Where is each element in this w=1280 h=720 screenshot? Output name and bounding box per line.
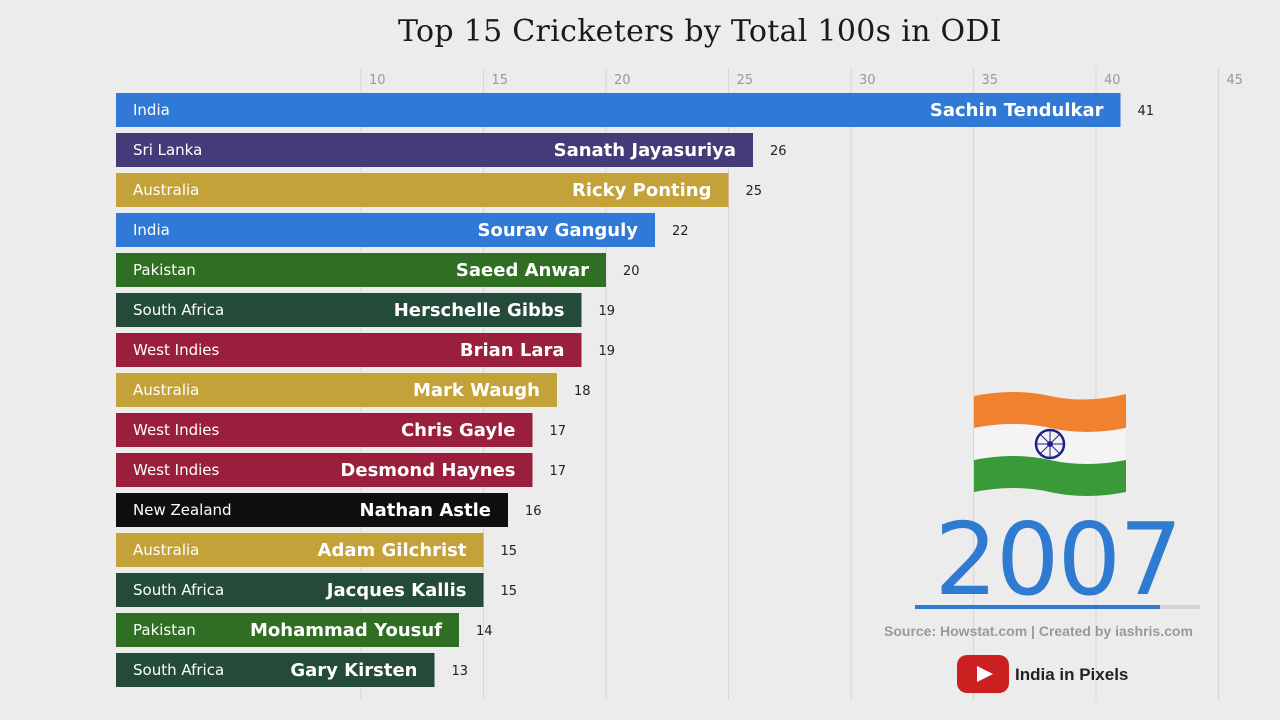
x-tick-label: 45 <box>1227 73 1244 88</box>
bar <box>116 293 582 327</box>
bar-country-label: South Africa <box>133 661 224 679</box>
bar-value-label: 19 <box>599 344 616 359</box>
x-tick-label: 20 <box>614 73 631 88</box>
bar-country-label: Pakistan <box>133 621 196 639</box>
bar-player-name: Gary Kirsten <box>290 660 417 681</box>
bar-player-name: Adam Gilchrist <box>318 540 467 561</box>
bar-value-label: 26 <box>770 144 787 159</box>
x-tick-label: 10 <box>369 73 386 88</box>
bar-value-label: 18 <box>574 384 591 399</box>
bar <box>116 573 484 607</box>
bar-country-label: West Indies <box>133 421 219 439</box>
bar <box>116 253 606 287</box>
bar-country-label: South Africa <box>133 581 224 599</box>
bar-player-name: Sanath Jayasuriya <box>554 140 736 161</box>
bar-value-label: 13 <box>452 664 469 679</box>
bar-country-label: Australia <box>133 541 199 559</box>
year-label: 2007 <box>934 501 1183 618</box>
bar-player-name: Chris Gayle <box>401 420 516 441</box>
bar <box>116 413 533 447</box>
bar <box>116 533 484 567</box>
bar-country-label: Australia <box>133 381 199 399</box>
bar-country-label: India <box>133 101 170 119</box>
bar-player-name: Mark Waugh <box>413 380 540 401</box>
bar-value-label: 15 <box>501 544 518 559</box>
india-flag-icon <box>974 392 1126 496</box>
bar-value-label: 25 <box>746 184 763 199</box>
bar-country-label: South Africa <box>133 301 224 319</box>
bar-value-label: 16 <box>525 504 542 519</box>
x-tick-label: 30 <box>859 73 876 88</box>
bar-value-label: 17 <box>550 464 567 479</box>
bar-country-label: West Indies <box>133 341 219 359</box>
bar-player-name: Mohammad Yousuf <box>250 620 442 641</box>
bar-value-label: 14 <box>476 624 493 639</box>
bar-player-name: Sachin Tendulkar <box>930 100 1104 121</box>
bar-player-name: Sourav Ganguly <box>477 220 638 241</box>
bar-value-label: 20 <box>623 264 640 279</box>
bar <box>116 133 753 167</box>
bar-value-label: 41 <box>1138 104 1155 119</box>
bar <box>116 373 557 407</box>
bar <box>116 93 1121 127</box>
bar <box>116 173 729 207</box>
source-credit: Source: Howstat.com | Created by iashris… <box>884 623 1193 639</box>
bar-country-label: India <box>133 221 170 239</box>
bar-player-name: Saeed Anwar <box>456 260 589 281</box>
bar <box>116 613 459 647</box>
youtube-icon <box>957 655 1009 693</box>
bar-country-label: New Zealand <box>133 501 232 519</box>
timeline-progress-fill <box>915 605 1161 609</box>
x-tick-label: 35 <box>982 73 999 88</box>
bar-country-label: West Indies <box>133 461 219 479</box>
bar-country-label: Australia <box>133 181 199 199</box>
bar-player-name: Desmond Haynes <box>340 460 515 481</box>
bar-player-name: Herschelle Gibbs <box>394 300 565 321</box>
bar-value-label: 15 <box>501 584 518 599</box>
bar <box>116 333 582 367</box>
bar-value-label: 19 <box>599 304 616 319</box>
bar-player-name: Nathan Astle <box>360 500 491 521</box>
bar <box>116 213 655 247</box>
x-tick-label: 15 <box>492 73 509 88</box>
bar-player-name: Jacques Kallis <box>325 580 467 601</box>
timeline-progress <box>915 605 1200 609</box>
bar <box>116 453 533 487</box>
chart-title: Top 15 Cricketers by Total 100s in ODI <box>398 14 1002 49</box>
bar <box>116 653 435 687</box>
channel-name: India in Pixels <box>1015 665 1129 684</box>
bar-country-label: Pakistan <box>133 261 196 279</box>
bar <box>116 493 508 527</box>
bar-value-label: 22 <box>672 224 689 239</box>
bar-player-name: Brian Lara <box>460 340 565 361</box>
bar-player-name: Ricky Ponting <box>572 180 712 201</box>
x-tick-label: 25 <box>737 73 754 88</box>
bar-value-label: 17 <box>550 424 567 439</box>
x-tick-label: 40 <box>1104 73 1121 88</box>
bar-country-label: Sri Lanka <box>133 141 202 159</box>
